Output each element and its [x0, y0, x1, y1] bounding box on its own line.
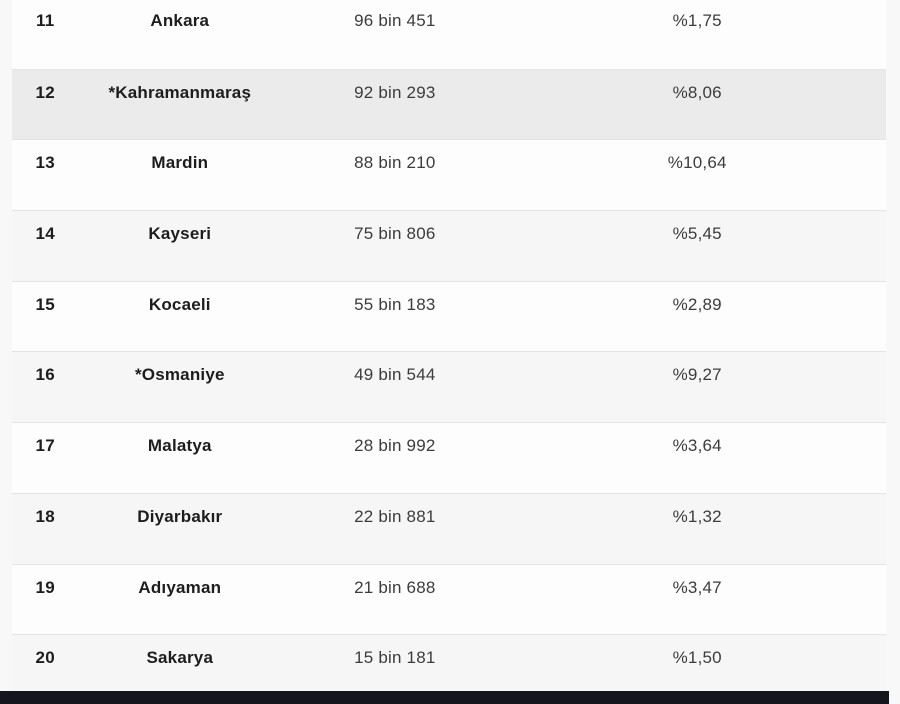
table-row: 16 *Osmaniye 49 bin 544 %9,27 [12, 351, 886, 423]
rank-cell: 20 [35, 648, 55, 668]
percent-cell: %1,32 [672, 506, 722, 526]
city-cell: Kocaeli [148, 294, 211, 314]
city-cell: Ankara [150, 11, 210, 30]
percent-cell: %8,06 [672, 82, 722, 102]
rank-cell: 16 [35, 365, 55, 385]
rank-cell: 17 [35, 436, 55, 456]
percent-cell: %2,89 [672, 294, 722, 314]
count-cell: 96 bin 451 [354, 11, 436, 30]
count-cell: 22 bin 881 [354, 506, 436, 526]
rank-cell: 18 [35, 506, 55, 526]
city-cell: Adıyaman [138, 577, 222, 597]
percent-cell: %1,75 [672, 11, 722, 30]
count-cell: 92 bin 293 [354, 82, 436, 102]
percent-cell: %9,27 [672, 365, 722, 385]
rank-cell: 19 [35, 577, 55, 597]
table-row: 18 Diyarbakır 22 bin 881 %1,32 [12, 492, 886, 564]
count-cell: 28 bin 992 [354, 436, 436, 456]
count-cell: 15 bin 181 [354, 648, 436, 668]
city-cell: Malatya [147, 436, 212, 456]
count-cell: 55 bin 183 [354, 294, 436, 314]
count-cell: 75 bin 806 [354, 224, 436, 244]
table-row: 14 Kayseri 75 bin 806 %5,45 [12, 210, 886, 281]
count-cell: 88 bin 210 [354, 153, 436, 173]
percent-cell: %1,50 [672, 648, 722, 668]
city-cell: Kayseri [148, 224, 212, 244]
percent-cell: %3,64 [672, 436, 722, 456]
rank-table-body: 11 Ankara 96 bin 451 %1,75 12 *Kahramanm… [12, 0, 886, 704]
table-row: 13 Mardin 88 bin 210 %10,64 [12, 139, 886, 211]
city-cell: *Kahramanmaraş [108, 82, 252, 102]
table-row: 12 *Kahramanmaraş 92 bin 293 %8,06 [12, 68, 886, 140]
city-cell: Diyarbakır [137, 506, 223, 526]
table-row: 17 Malatya 28 bin 992 %3,64 [12, 422, 886, 493]
bottom-dark-bar [0, 691, 889, 704]
city-rank-table: 11 Ankara 96 bin 451 %1,75 12 *Kahramanm… [12, 0, 886, 704]
percent-cell: %5,45 [672, 224, 722, 244]
rank-cell: 12 [35, 82, 55, 102]
city-cell: Mardin [151, 153, 209, 173]
count-cell: 21 bin 688 [354, 577, 436, 597]
rank-cell: 14 [35, 224, 55, 244]
rank-cell: 15 [35, 294, 55, 314]
table-row: 11 Ankara 96 bin 451 %1,75 [12, 0, 886, 69]
city-cell: Sakarya [146, 648, 214, 668]
table-row: 15 Kocaeli 55 bin 183 %2,89 [12, 280, 886, 352]
city-cell: *Osmaniye [134, 365, 225, 385]
percent-cell: %3,47 [672, 577, 722, 597]
rank-cell: 11 [36, 11, 55, 30]
percent-cell: %10,64 [667, 153, 727, 173]
rank-cell: 13 [35, 153, 55, 173]
table-row: 19 Adıyaman 21 bin 688 %3,47 [12, 563, 886, 635]
count-cell: 49 bin 544 [354, 365, 436, 385]
